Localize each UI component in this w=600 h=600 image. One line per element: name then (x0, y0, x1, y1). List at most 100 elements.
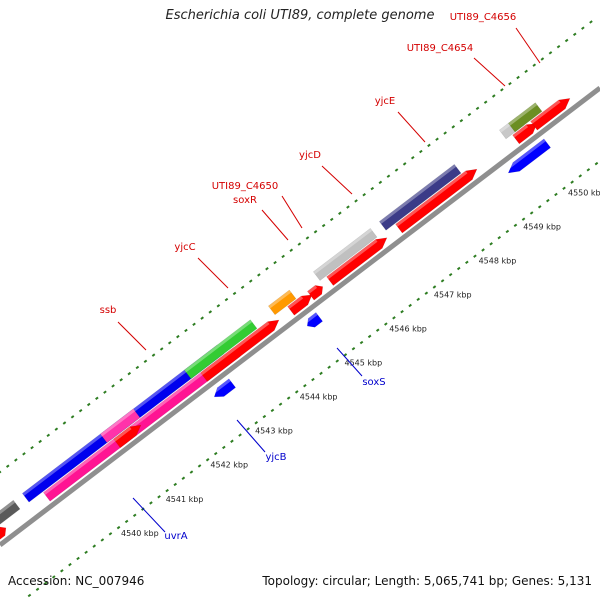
kbp-tick-label: 4546 kbp (389, 325, 427, 334)
guide-dot (521, 217, 526, 221)
guide-dot (176, 334, 180, 339)
guide-dot (524, 69, 528, 74)
guide-dot (86, 402, 91, 407)
guide-dot (578, 174, 583, 178)
guide-dot (254, 421, 259, 425)
guide-dot (448, 272, 453, 277)
guide-dot (38, 439, 42, 444)
guide-dot (5, 464, 10, 468)
forward-gene-arrow (512, 123, 538, 145)
guide-dot (375, 328, 380, 332)
guide-dot (76, 556, 80, 561)
guide-dot (167, 341, 172, 345)
guide-dot (473, 254, 477, 258)
gene-label-soxr: soxR (233, 195, 257, 206)
guide-dot (354, 199, 358, 203)
guide-dot (516, 75, 520, 80)
guide-dot (554, 192, 558, 197)
guide-dot (500, 88, 504, 92)
gene-label-leader (515, 27, 541, 64)
gene-label-yjcd: yjcD (299, 150, 321, 161)
guide-dot (124, 519, 129, 524)
guide-dot (313, 230, 318, 234)
guide-dot (532, 63, 537, 67)
kbp-tick-label: 4548 kbp (479, 256, 517, 265)
gene-label-uti89_c4650: UTI89_C4650 (212, 181, 279, 192)
guide-dot (546, 198, 550, 203)
guide-dot (351, 346, 356, 351)
guide-dot (289, 248, 294, 252)
guide-dot (27, 593, 32, 598)
guide-dot (192, 322, 196, 326)
guide-dot (394, 168, 399, 172)
guide-dot (562, 186, 566, 190)
guide-dot (467, 112, 472, 117)
gene-block (0, 499, 21, 528)
gene-features (0, 98, 571, 542)
guide-dot (419, 149, 423, 154)
guide-dot (435, 137, 439, 141)
guide-dot (43, 581, 48, 585)
forward-gene-arrow (287, 294, 313, 316)
guide-dot (489, 242, 493, 246)
gene-label-soxs: soxS (362, 377, 385, 388)
gene-block (267, 289, 297, 316)
guide-dot (570, 180, 574, 184)
guide-dot (222, 445, 226, 450)
kbp-tick-label: 4547 kbp (434, 290, 472, 299)
guide-dot (416, 297, 421, 302)
kbp-tick-label: 4542 kbp (210, 461, 248, 470)
guide-dot (294, 390, 299, 394)
gene-block (99, 408, 141, 444)
guide-dot (189, 470, 194, 474)
forward-gene-arrow (326, 237, 388, 286)
guide-dot (22, 452, 26, 456)
guide-dot (151, 353, 156, 357)
gene-label-leader (117, 321, 147, 351)
gene-block (183, 319, 258, 380)
guide-dot (362, 193, 366, 197)
guide-dot (327, 365, 331, 369)
position-dots (0, 20, 599, 600)
genome-backbone (0, 86, 600, 547)
guide-dot (370, 186, 375, 191)
genome-title: Escherichia coli UTI89, complete genome (165, 8, 435, 23)
guide-dot (378, 180, 383, 185)
guide-dot (581, 26, 585, 30)
reverse-gene-arrow (303, 312, 323, 328)
gene-label-leader (397, 111, 426, 143)
guide-dot (248, 279, 253, 283)
guide-dot (529, 211, 534, 215)
guide-dot (481, 248, 485, 252)
guide-dot (483, 100, 488, 104)
guide-dot (589, 20, 593, 24)
reverse-gene-arrow (504, 138, 551, 174)
guide-dot (35, 587, 40, 592)
guide-dot (540, 57, 545, 61)
guide-dot (491, 94, 496, 98)
guide-dot (62, 421, 67, 425)
guide-dot (402, 162, 407, 166)
guide-dot (54, 427, 59, 431)
kbp-tick-labels: 4540 kbp 4541 kbp 4542 kbp 4543 kbp 4544 kbp… (121, 188, 600, 537)
guide-dot (265, 267, 269, 271)
guide-dot (230, 439, 234, 443)
guide-dot (338, 211, 342, 215)
guide-dot (30, 445, 34, 450)
guide-dot (197, 464, 202, 468)
guide-dot (548, 51, 553, 55)
forward-gene-arrow (0, 526, 7, 542)
guide-dot (111, 384, 115, 388)
gene-label-uvra: uvrA (164, 531, 187, 542)
guide-dot (103, 390, 107, 394)
forward-gene-arrow (307, 285, 324, 301)
guide-dot (410, 156, 415, 160)
guide-dot (92, 544, 97, 548)
guide-dot (200, 316, 204, 320)
guide-dot (78, 408, 83, 413)
forward-gene-arrow (530, 98, 571, 131)
guide-dot (443, 131, 447, 135)
kbp-tick-label: 4545 kbp (344, 359, 382, 368)
guide-dot (181, 476, 186, 480)
